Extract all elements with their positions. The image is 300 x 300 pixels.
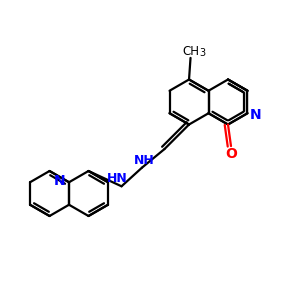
Text: 3: 3 [200, 48, 206, 59]
Text: CH: CH [183, 45, 200, 58]
Text: N: N [250, 108, 262, 122]
Text: HN: HN [107, 172, 128, 185]
Text: NH: NH [134, 154, 155, 167]
Text: N: N [54, 174, 66, 188]
Text: O: O [225, 148, 237, 161]
